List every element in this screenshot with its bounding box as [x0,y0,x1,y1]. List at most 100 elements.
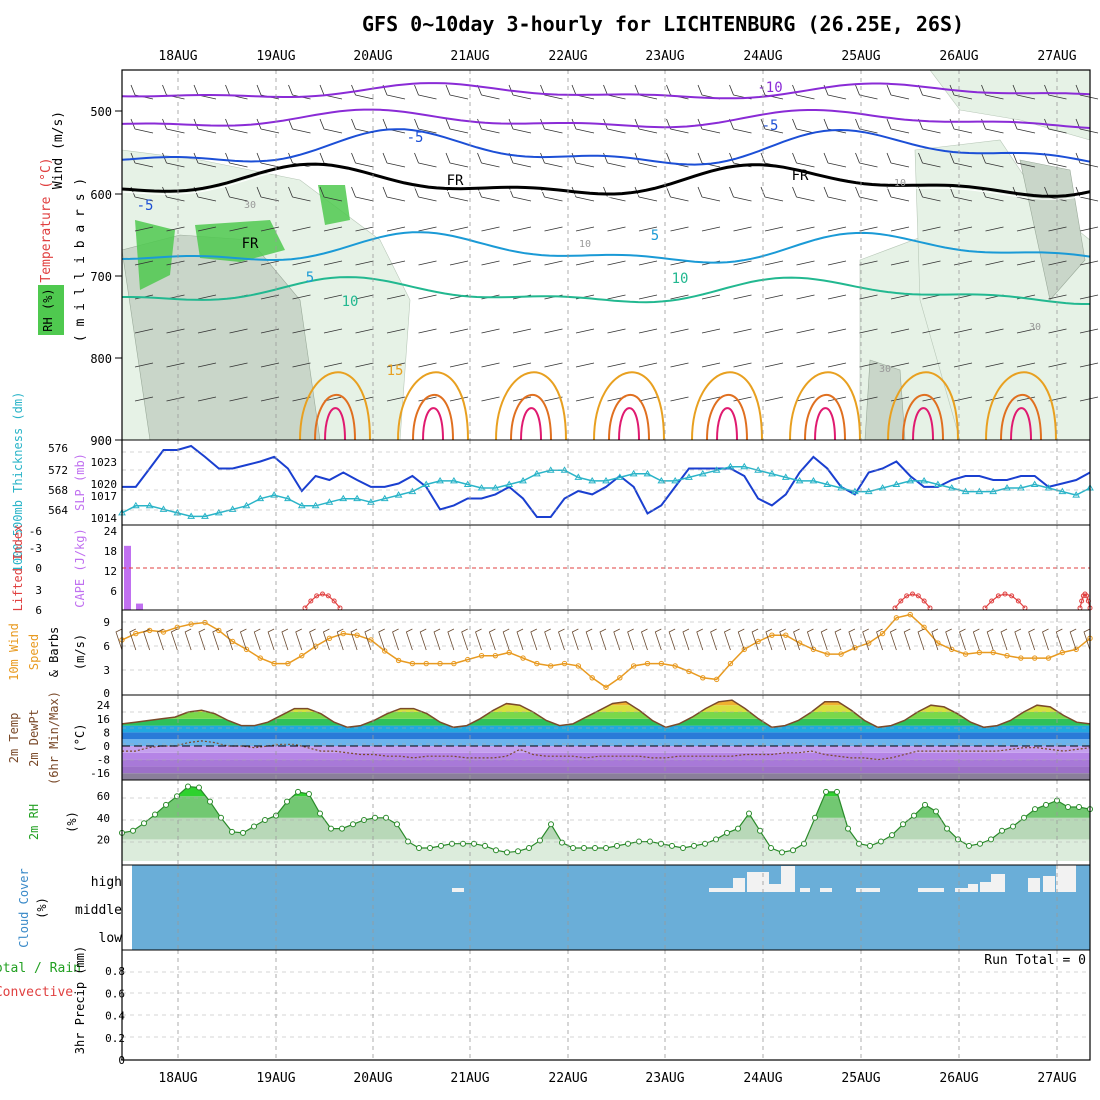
pressure-tick-label: 500 [90,105,112,119]
contour-label: 10 [894,178,906,189]
wind-barb [733,226,752,232]
wind-barb [197,294,217,300]
wind-barb [575,328,595,334]
thickness-point [629,469,638,477]
thickness-point [588,476,597,484]
thickness-point [463,480,472,487]
wind-barb [130,118,154,134]
wind-barb-10m [806,628,814,651]
wind-tick-label: 9 [103,616,110,629]
thickness-point [380,494,389,502]
ylabel-millibars: ( m i l l i b a r s ) [73,178,88,342]
wind-speed-point [700,675,706,681]
contour-25-cell [814,407,836,441]
wind-barb [571,152,595,168]
rh-point [548,821,554,828]
thickness-point [353,494,361,502]
wind-barb [890,226,910,232]
rh-point [1065,804,1071,810]
wind-speed-point [838,651,844,657]
wind-tick-label: 3 [103,664,110,677]
thickness-point [615,473,624,480]
thickness-tick-label: 572 [48,464,68,477]
thickness-point [920,476,928,484]
date-label-bottom: 20AUG [353,1071,392,1086]
wind-barb [130,152,154,168]
rh-point [724,829,730,836]
contour-label: 30 [879,364,891,375]
wind-barb [197,226,217,232]
thickness-point [823,480,832,487]
lifted-index-line [894,593,931,609]
contour-freezing-inner [121,166,1091,200]
thickness-point [809,476,818,484]
wind-barb [575,226,595,232]
wind-barb [733,294,752,300]
wind-barb [414,152,437,168]
wind-barb-10m [170,628,178,651]
thickness-point [187,512,196,519]
wind-barb [827,396,847,402]
wind-barb [886,186,910,202]
wind-barb-10m [475,628,482,651]
wind-barb [229,396,248,402]
wind-barb-10m [599,628,607,651]
rh-point [922,801,928,808]
wind-speed-point [879,630,886,637]
wind-speed-point [1045,655,1052,661]
wind-barb-10m [654,628,662,651]
wind-barb [638,226,658,232]
wind-barb [134,328,154,334]
wind-barb-10m [516,628,524,651]
rh-point [295,788,301,795]
wind-barb [607,362,626,368]
wind-barb [351,186,374,202]
contour-10 [122,276,1090,305]
wind-barb [540,84,563,100]
rh-point [636,838,642,845]
li-tick-label: 6 [35,604,42,617]
rh-point [1032,806,1038,813]
thickness-point [1044,484,1053,491]
lifted-index-point [325,593,331,599]
pressure-tick-label: 800 [90,352,112,366]
ylabel-wind-unit: (m/s) [73,634,87,670]
wind-barb [386,328,406,334]
thickness-point [505,480,514,487]
wind-barb [323,328,343,334]
wind-barb [1016,260,1036,266]
wind-barb-10m [972,628,980,651]
high-cloud-bar [733,878,745,892]
wind-speed-point [893,615,900,621]
wind-barb [985,226,1004,232]
wind-barb [351,152,374,168]
rh-point [823,788,829,795]
wind-barb-10m [184,628,192,651]
wind-barb-10m [405,628,413,651]
wind-barb-10m [889,628,897,651]
rh-legend-swatch [38,285,64,335]
thickness-point [367,498,375,505]
wind-barb [1079,396,1099,402]
thickness-point [131,501,140,509]
rh-point [141,820,147,827]
wind-barb [382,186,406,202]
wind-barb [292,260,311,266]
rh-point [493,847,499,854]
wind-barb [985,260,1004,266]
thickness-point [726,462,735,470]
wind-barb-10m [959,628,966,651]
wind-barb [796,362,815,368]
wind-barb [1016,396,1036,402]
wind-barb [855,84,878,100]
slp-tick-label: 1020 [91,478,118,491]
wind-barb-10m [627,628,635,651]
wind-barb [544,260,563,266]
wind-barb [323,362,343,368]
thickness-point [685,473,693,480]
wind-barb-10m [156,628,164,651]
temp-tick-label: -16 [90,767,110,780]
thickness-point [1072,491,1081,498]
wind-barb [512,226,532,232]
wind-barb-10m [558,628,565,651]
